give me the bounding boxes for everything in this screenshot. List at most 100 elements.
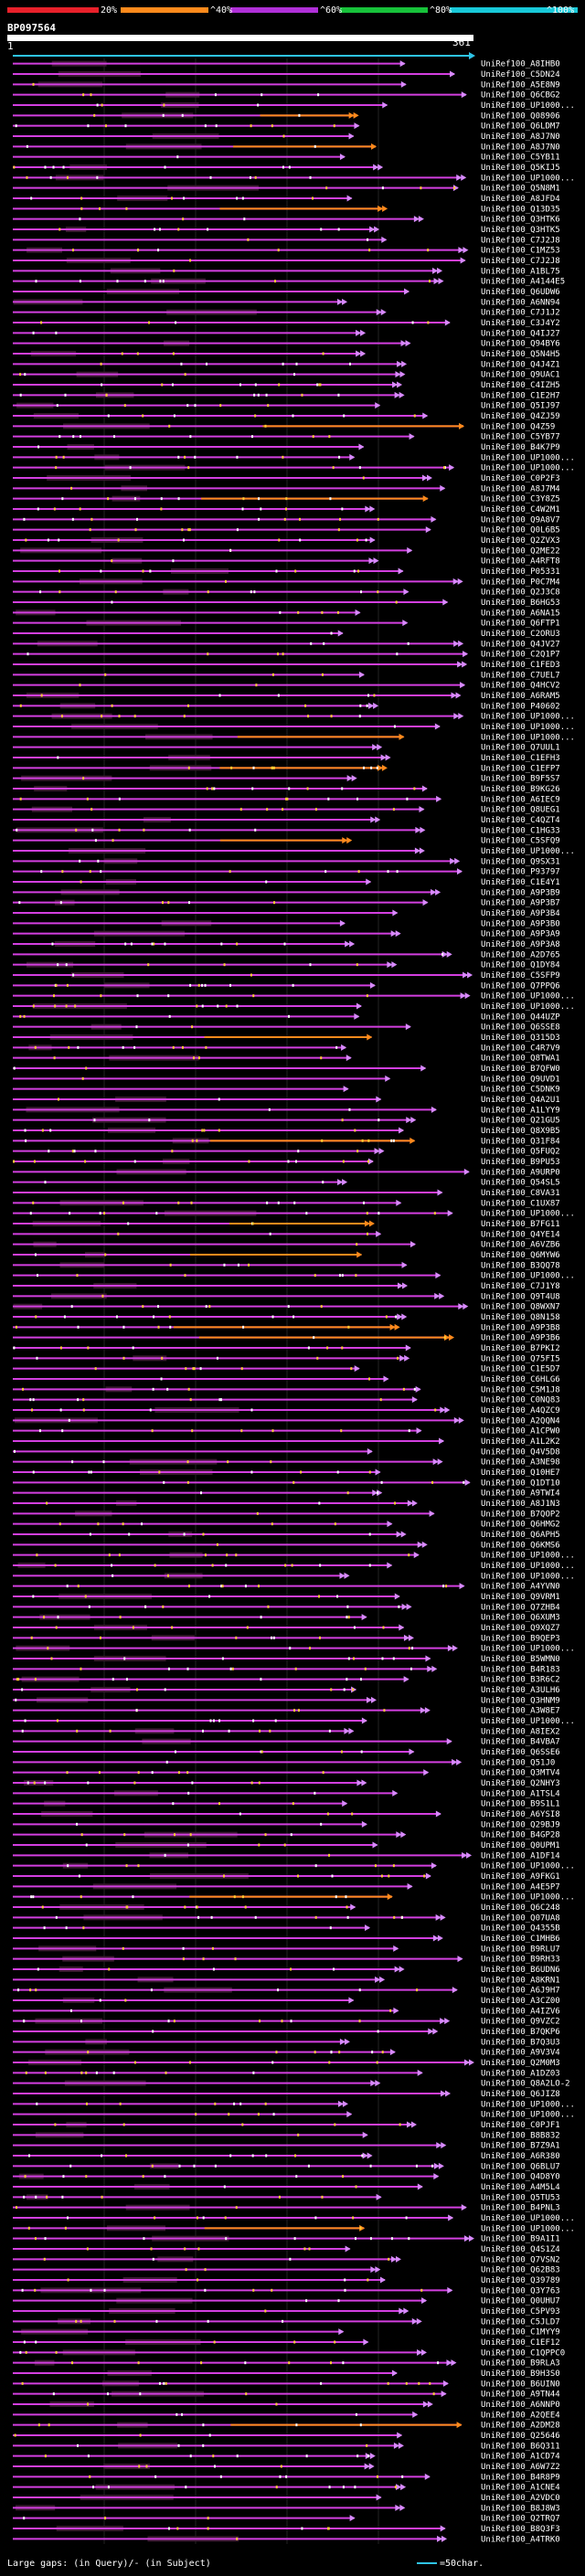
mismatch-mark [356,963,358,967]
arrowhead [372,1489,378,1497]
mismatch-mark [348,1108,351,1111]
arrowhead [395,2255,401,2263]
mismatch-mark [44,2071,47,2074]
arrowhead [361,1717,367,1724]
row-label: UniRef100_C4R7V9 [481,1044,560,1053]
row-label: UniRef100_UP1000... [481,1862,575,1871]
mismatch-mark [282,455,284,459]
mismatch-mark [418,2381,420,2385]
mismatch-mark [239,1812,241,1816]
mismatch-mark [272,1636,275,1639]
mismatch-mark [244,1905,247,1909]
mismatch-mark [166,1387,169,1391]
arrowhead [342,1800,348,1807]
arrowhead [432,2028,439,2035]
arrowhead [346,2111,353,2118]
mismatch-mark [40,870,43,874]
row-label: UniRef100_Q5IJ97 [481,402,560,411]
row-label: UniRef100_Q6FTP1 [481,620,560,629]
mismatch-mark [19,373,22,376]
arrowhead [368,2463,375,2470]
row-label: UniRef100_B6UIN0 [481,2380,560,2389]
mismatch-mark [225,2237,228,2241]
mismatch-mark [319,383,322,387]
mismatch-mark [197,1056,200,1060]
mismatch-mark [376,2475,378,2478]
mismatch-mark [341,1346,344,1350]
mismatch-mark [366,994,368,998]
arrowhead [437,1935,443,1942]
mismatch-mark [328,1853,331,1857]
row-label: UniRef100_C4W2M1 [481,505,560,514]
mismatch-mark [314,2216,317,2220]
arrowhead [375,1976,381,1983]
mismatch-mark [56,404,58,408]
mismatch-mark [77,1325,80,1329]
mismatch-mark [356,2454,359,2458]
mismatch-mark [97,1522,100,1526]
mismatch-mark [278,2195,281,2199]
mismatch-mark [314,1274,316,1277]
mismatch-mark [182,1957,185,1961]
row-label: UniRef100_Q9UVD1 [481,1075,560,1084]
arrowhead [451,2359,457,2367]
row-label: UniRef100_UP1000... [481,1645,575,1654]
mismatch-mark [181,1045,184,1049]
mismatch-mark [163,2381,165,2385]
mismatch-mark [387,2381,389,2385]
mismatch-mark [112,1574,114,1577]
mismatch-mark [337,228,340,231]
mismatch-mark [212,2454,215,2458]
row-label: UniRef100_Q4A2U1 [481,1096,560,1105]
mismatch-mark [108,1967,111,1971]
arrowhead [337,298,344,305]
mismatch-mark [186,1480,189,1484]
mismatch-mark [35,280,37,283]
mismatch-mark [21,2381,24,2385]
arrowhead [404,288,410,295]
mismatch-mark [185,2486,187,2489]
mismatch-mark [113,2319,116,2323]
mismatch-mark [271,766,273,769]
mismatch-mark [66,175,69,179]
arrowhead [354,1012,360,1020]
mismatch-mark [275,2402,278,2406]
mismatch-mark [373,694,376,697]
arrowhead [417,1541,423,1548]
mismatch-mark [75,828,78,832]
mismatch-mark [308,2247,311,2251]
mismatch-mark [311,196,314,200]
arrowhead [403,588,410,596]
row-label: UniRef100_A9P3A8 [481,940,560,949]
row-label: UniRef100_B4VBA7 [481,1738,560,1747]
mismatch-mark [277,249,280,252]
mismatch-mark [44,165,47,169]
mismatch-mark [130,942,133,946]
mismatch-mark [132,1346,134,1350]
mismatch-mark [76,1274,79,1277]
mismatch-mark [180,362,183,366]
mismatch-mark [394,1501,397,1505]
mismatch-mark [258,1585,261,1588]
mismatch-mark [91,2486,94,2489]
arrowhead [399,1966,405,1973]
arrowhead [431,1862,437,1870]
mismatch-mark [80,196,83,200]
mismatch-mark [89,2475,91,2478]
row-label: UniRef100_Q9XQZ7 [481,1624,560,1633]
row-label: UniRef100_A8J7M4 [481,484,560,493]
mismatch-mark [369,2237,372,2241]
mismatch-mark [183,1532,186,1536]
mismatch-mark [293,1201,296,1204]
mismatch-mark [68,1418,70,1422]
arrowhead [441,2535,448,2542]
mismatch-mark [168,424,171,428]
mismatch-mark [366,2443,368,2447]
mismatch-mark [57,1616,59,1619]
arrowhead [444,1406,451,1414]
mismatch-mark [88,1605,90,1608]
mismatch-mark [370,766,373,769]
mismatch-mark [162,901,165,905]
mismatch-mark [285,797,288,800]
mismatch-mark [100,870,102,874]
